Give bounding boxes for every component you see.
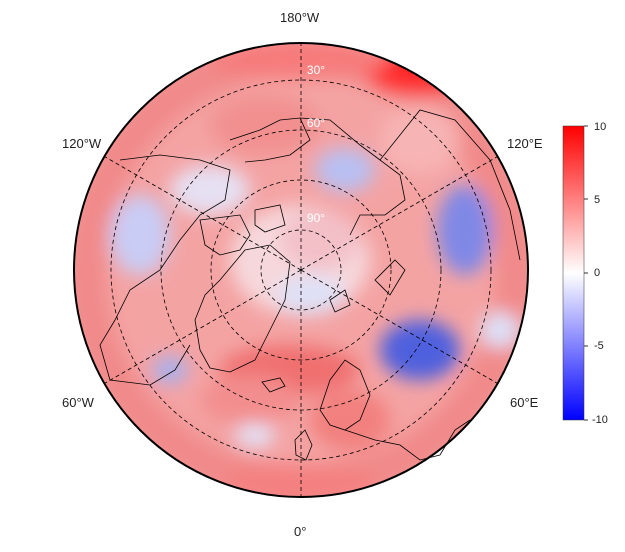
coastlines (99, 109, 521, 461)
coastline-path (379, 109, 521, 261)
anomaly-field (74, 43, 528, 497)
graticule (104, 43, 498, 497)
coastline-path (194, 244, 291, 373)
coastline-path (254, 204, 286, 233)
coastline-path (99, 154, 231, 386)
meridian-line (300, 269, 498, 384)
latitude-label: 90° (307, 211, 325, 225)
coastline-path (374, 259, 406, 296)
lon-label-lower-right: 60°E (510, 395, 539, 410)
coastline-path (344, 419, 471, 461)
latitude-circle (110, 79, 492, 461)
colorbar (562, 125, 585, 421)
colorbar-tick-label: 0 (594, 267, 601, 279)
lon-label-upper-right: 120°E (507, 136, 543, 151)
colorbar-tick-label: 5 (594, 194, 601, 206)
colorbar-tick-label: 10 (594, 121, 607, 133)
coastline-path (229, 117, 311, 163)
lon-label-upper-left: 120°W (62, 136, 102, 151)
latitude-circle (210, 179, 392, 361)
latitude-label: 30° (307, 63, 325, 77)
colorbar-tick-label: -5 (594, 340, 604, 352)
coastline-path (261, 377, 286, 393)
lon-label-top: 180°W (280, 10, 320, 25)
latitude-labels: 30° 60° 90° (307, 63, 325, 225)
latitude-label: 60° (307, 116, 325, 130)
meridian-line (104, 269, 302, 384)
colorbar-tick-label: -10 (592, 414, 608, 426)
coastline-path (294, 429, 313, 461)
coastline-path (329, 289, 351, 313)
colorbar-ticks (584, 125, 588, 421)
lon-label-lower-left: 60°W (62, 395, 94, 410)
lon-label-bottom: 0° (294, 524, 307, 539)
meridian-line (300, 156, 498, 271)
coastline-path (319, 359, 371, 431)
coastline-path (299, 117, 406, 236)
map-boundary (73, 42, 529, 498)
coastline-path (199, 214, 251, 256)
latitude-circle (260, 229, 342, 311)
